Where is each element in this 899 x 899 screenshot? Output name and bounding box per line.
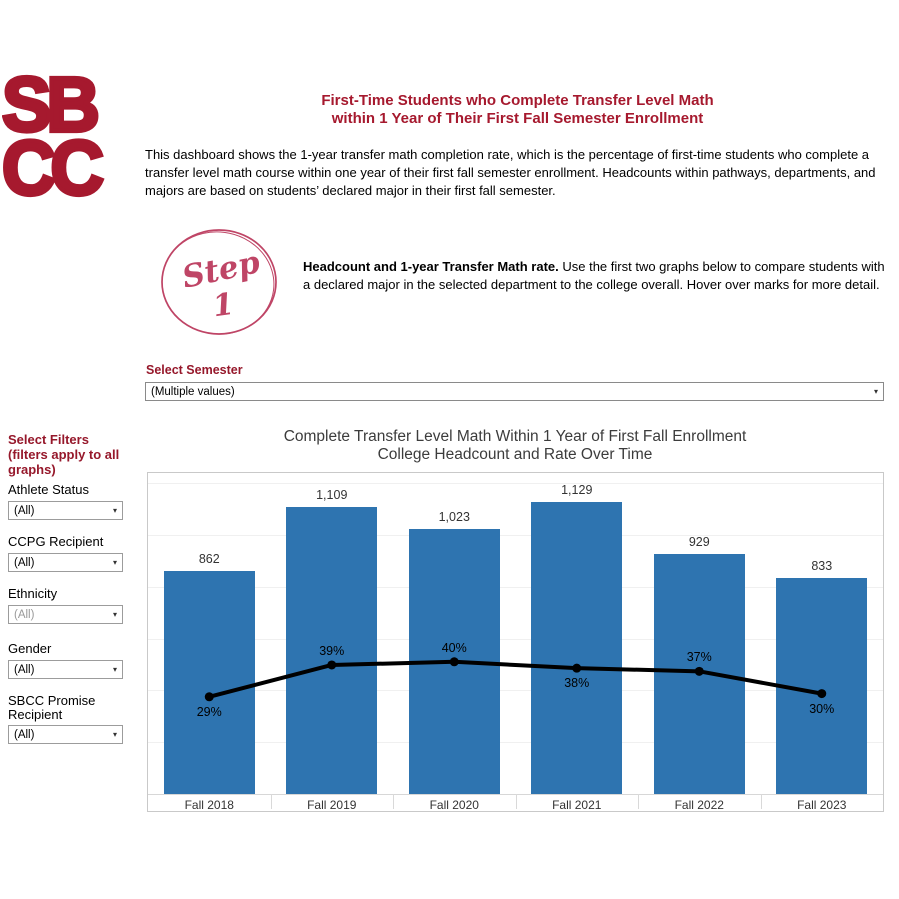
axis-tick	[515, 794, 517, 809]
bar-value-label: 1,109	[316, 487, 348, 502]
step-instructions-body: Use the first two graphs below to compar…	[303, 259, 885, 292]
rate-value-label: 29%	[196, 704, 222, 719]
gender-value: (All)	[14, 663, 35, 676]
rate-point[interactable]	[817, 689, 827, 699]
bar-value-label: 929	[688, 534, 710, 549]
chart-title: Complete Transfer Level Math Within 1 Ye…	[145, 428, 885, 463]
gender-dropdown[interactable]: (All) ▾	[8, 660, 123, 679]
ccpg-recipient-dropdown[interactable]: (All) ▾	[8, 553, 123, 572]
x-axis-label: Fall 2021	[552, 798, 602, 812]
bar-value-label: 1,129	[561, 482, 593, 497]
select-filters-heading: Select Filters (filters apply to all gra…	[8, 432, 133, 478]
page-title: First-Time Students who Complete Transfe…	[145, 92, 890, 128]
chart-title-line-2: College Headcount and Rate Over Time	[377, 445, 653, 463]
bar[interactable]	[163, 570, 255, 794]
semester-dropdown[interactable]: (Multiple values) ▾	[145, 382, 884, 401]
axis-tick	[760, 794, 762, 809]
bar-value-label: 862	[198, 551, 220, 566]
ethnicity-value: (All)	[14, 608, 35, 621]
bar-value-label: 833	[811, 559, 833, 574]
filter-label-ccpg-recipient: CCPG Recipient	[8, 534, 104, 549]
logo-line-2: CC	[0, 124, 106, 211]
axis-tick	[638, 794, 639, 809]
chevron-down-icon: ▾	[873, 387, 878, 396]
logo-line-1: SB	[0, 61, 102, 148]
hand-drawn-circle-icon	[161, 229, 277, 335]
rate-point[interactable]	[572, 663, 582, 673]
x-axis-label: Fall 2022	[674, 798, 724, 812]
athlete-status-value: (All)	[14, 504, 35, 517]
dashboard-description: This dashboard shows the 1-year transfer…	[145, 147, 876, 198]
x-axis-label: Fall 2023	[797, 798, 847, 812]
sbcc-promise-value: (All)	[14, 728, 35, 741]
rate-point[interactable]	[204, 692, 214, 702]
rate-value-label: 38%	[564, 676, 590, 691]
headcount-rate-chart: 862 Fall 2018 1,109 Fall 2019 1,023 Fall 2020…	[147, 472, 884, 812]
chart-title-line-1: Complete Transfer Level Math Within 1 Ye…	[283, 428, 747, 445]
bar[interactable]	[286, 506, 378, 794]
step-instructions: Headcount and 1-year Transfer Math rate.…	[303, 258, 885, 294]
rate-point[interactable]	[449, 657, 459, 667]
rate-line	[204, 657, 827, 702]
ccpg-recipient-value: (All)	[14, 556, 35, 569]
sbcc-promise-dropdown[interactable]: (All) ▾	[8, 725, 123, 744]
x-axis-label: Fall 2020	[429, 798, 479, 812]
ethnicity-dropdown[interactable]: (All) ▾	[8, 605, 123, 624]
rate-point[interactable]	[327, 660, 337, 670]
bar-value-label: 1,023	[438, 510, 470, 525]
select-semester-label: Select Semester	[146, 363, 243, 377]
chevron-down-icon: ▾	[112, 558, 117, 567]
x-axis-label: Fall 2019	[307, 798, 357, 812]
page-title-line-1: First-Time Students who Complete Transfe…	[321, 92, 714, 109]
gridline	[148, 690, 883, 692]
bar[interactable]	[531, 501, 623, 794]
filter-label-sbcc-promise: SBCC Promise Recipient	[8, 693, 96, 723]
semester-dropdown-value: (Multiple values)	[151, 385, 235, 398]
gridline	[148, 742, 883, 744]
x-axis-label: Fall 2018	[184, 798, 234, 812]
axis-tick	[270, 794, 272, 809]
page-title-line-2: within 1 Year of Their First Fall Semest…	[331, 110, 704, 127]
gridline	[148, 483, 883, 485]
step-instructions-lead: Headcount and 1-year Transfer Math rate.	[303, 259, 559, 274]
filter-label-gender: Gender	[8, 641, 52, 656]
chevron-down-icon: ▾	[112, 506, 117, 515]
rate-value-label: 40%	[441, 640, 467, 655]
rate-point[interactable]	[694, 666, 704, 676]
gridline	[148, 535, 883, 537]
sbcc-logo: SB CC	[0, 61, 106, 211]
axis-tick	[393, 794, 394, 809]
rate-value-label: 37%	[686, 650, 712, 665]
gridline	[148, 638, 883, 640]
select-filters-heading-line-1: Select Filters	[8, 432, 89, 447]
plot-area: 862 Fall 2018 1,109 Fall 2019 1,023 Fall 2020…	[148, 473, 883, 812]
chevron-down-icon: ▾	[112, 730, 117, 739]
rate-value-label: 30%	[809, 701, 835, 716]
chevron-down-icon: ▾	[112, 610, 117, 619]
step-1-badge: Step 1	[158, 226, 280, 338]
gridline	[148, 586, 883, 588]
rate-value-label: 39%	[319, 643, 345, 658]
chevron-down-icon: ▾	[112, 665, 117, 674]
filter-label-ethnicity: Ethnicity	[8, 586, 58, 601]
filter-label-athlete-status: Athlete Status	[8, 482, 89, 497]
select-filters-heading-line-2: (filters apply to all graphs)	[8, 446, 120, 477]
athlete-status-dropdown[interactable]: (All) ▾	[8, 501, 123, 520]
